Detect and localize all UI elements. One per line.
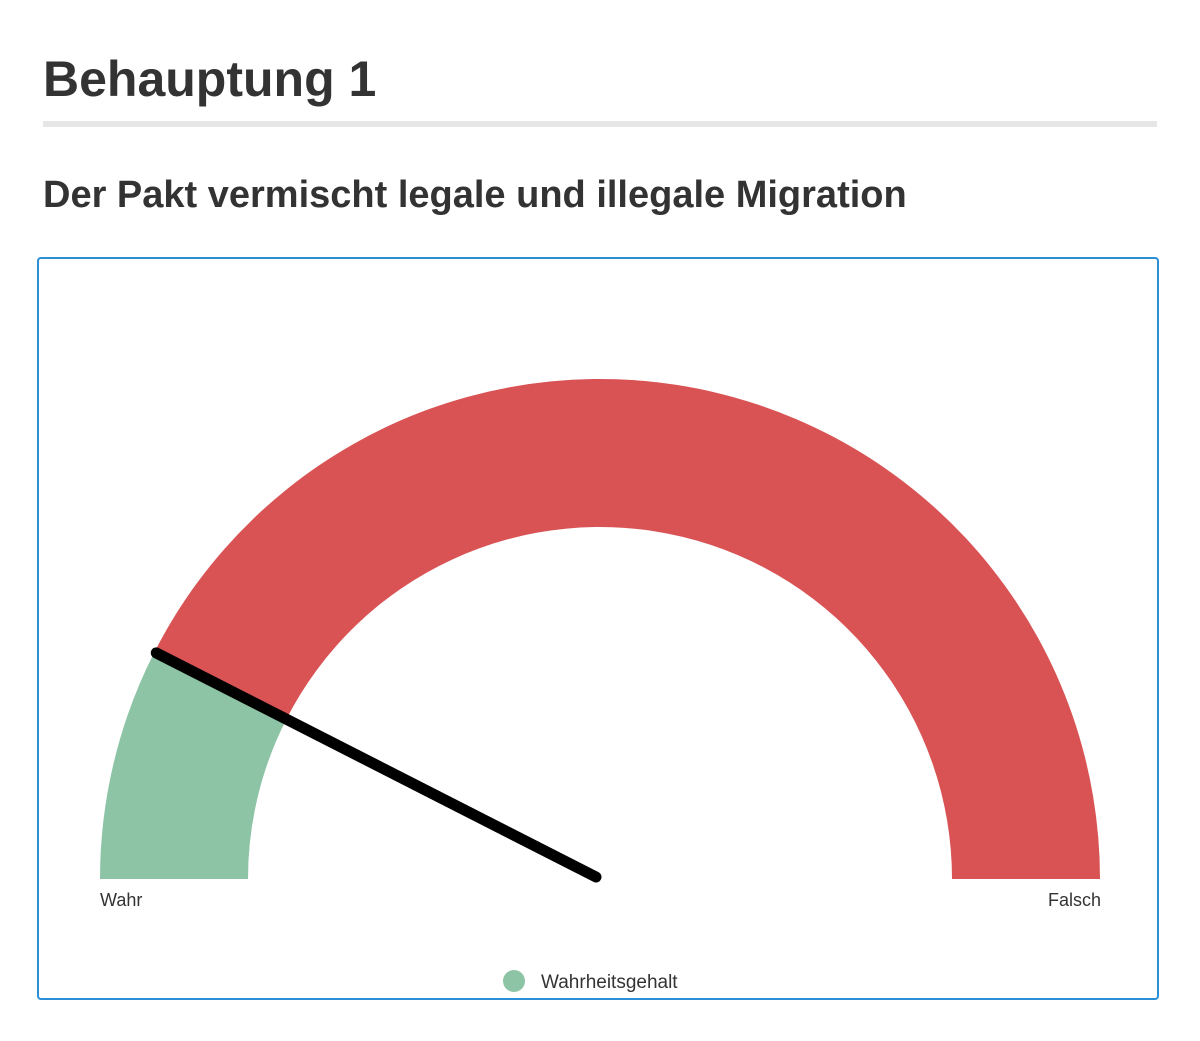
gauge-max-label: Falsch bbox=[1048, 890, 1101, 910]
legend-item[interactable]: Wahrheitsgehalt bbox=[503, 970, 678, 993]
chart-legend: Wahrheitsgehalt bbox=[503, 970, 678, 993]
gauge-chart-card: Wahr Falsch Wahrheitsgehalt bbox=[37, 257, 1159, 1000]
page-title: Behauptung 1 bbox=[43, 51, 377, 107]
legend-label: Wahrheitsgehalt bbox=[541, 972, 678, 993]
gauge-chart: Wahr Falsch Wahrheitsgehalt bbox=[100, 378, 1101, 993]
claim-subtitle: Der Pakt vermischt legale und illegale M… bbox=[43, 174, 907, 216]
gauge-min-label: Wahr bbox=[100, 890, 142, 910]
gauge-segment-1 bbox=[100, 652, 287, 879]
gauge-segment-2 bbox=[154, 378, 1101, 879]
gauge-segments bbox=[100, 378, 1101, 879]
gauge-needle bbox=[150, 647, 602, 883]
title-divider bbox=[43, 121, 1157, 127]
legend-marker bbox=[503, 970, 525, 992]
